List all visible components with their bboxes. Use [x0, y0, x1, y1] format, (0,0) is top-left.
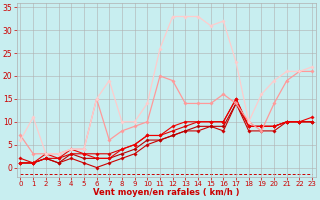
X-axis label: Vent moyen/en rafales ( km/h ): Vent moyen/en rafales ( km/h ) [93, 188, 240, 197]
